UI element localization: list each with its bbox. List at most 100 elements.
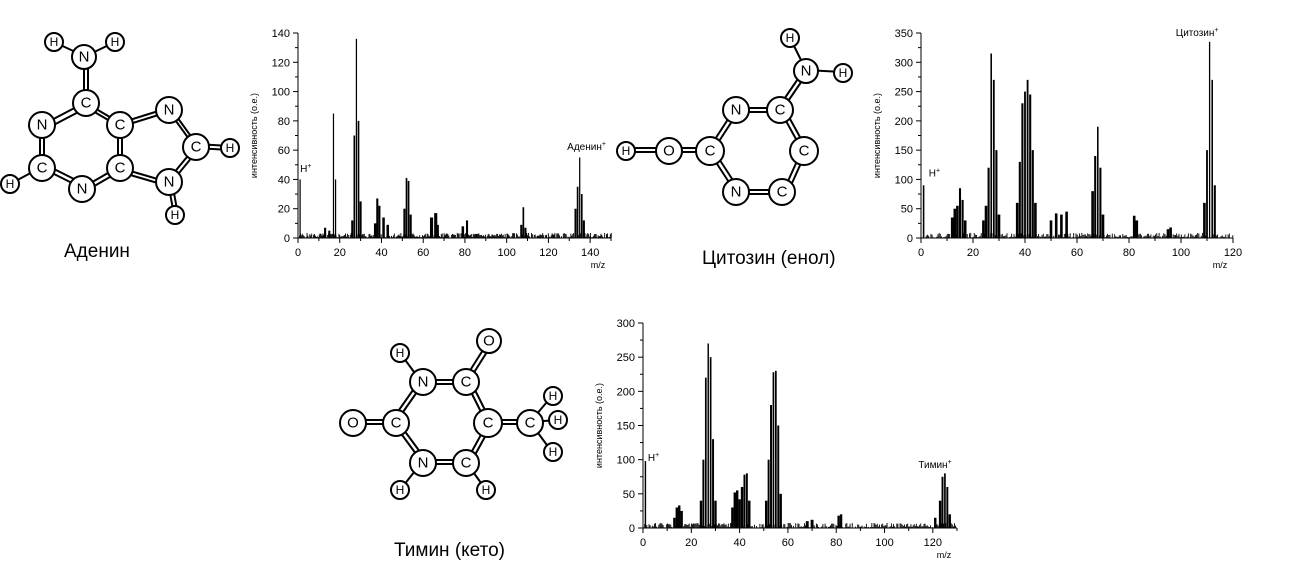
baseline-noise-mark [444,235,446,238]
baseline-noise-mark [602,236,604,238]
baseline-noise-mark [307,235,309,238]
baseline-noise-mark [941,236,942,238]
baseline-noise-mark [517,236,519,238]
spectrum-peak [984,205,988,238]
baseline-noise-mark [805,525,806,528]
spectrum-peak [1060,214,1063,238]
y-tick-label: 20 [278,204,290,216]
baseline-noise-mark [1114,234,1116,238]
baseline-noise-mark [1053,235,1055,238]
baseline-noise-mark [497,233,499,238]
cytosine-structure: H N H N C C C O H N C [616,28,853,206]
baseline-noise-mark [836,525,838,528]
spectrum-peak [714,500,717,528]
baseline-noise-mark [469,235,470,238]
baseline-noise-mark [1201,232,1203,238]
baseline-noise-mark [761,524,763,528]
baseline-noise-mark [608,236,610,238]
baseline-noise-mark [888,526,890,528]
baseline-noise-mark [302,235,304,238]
spectrum-peak [1169,227,1172,238]
baseline-noise-mark [833,523,835,528]
baseline-noise-mark [452,233,454,238]
baseline-noise-mark [458,233,460,238]
svg-text:C: C [483,415,494,432]
baseline-noise-mark [564,233,566,238]
baseline-noise-mark [513,233,515,238]
y-tick-label: 100 [895,174,913,186]
baseline-noise-mark [516,234,518,238]
baseline-noise-mark [515,233,517,238]
spectrum-peak [1208,41,1211,239]
baseline-noise-mark [997,236,999,238]
baseline-noise-mark [1148,233,1150,238]
baseline-noise-mark [1217,234,1219,238]
baseline-noise-mark [311,233,313,238]
spectrum-peak [522,207,525,238]
baseline-noise-mark [1143,236,1145,238]
baseline-noise-mark [1011,233,1013,238]
baseline-noise-mark [1125,235,1127,238]
spectrum-peak [958,188,962,238]
baseline-noise-mark [422,236,424,238]
baseline-noise-mark [423,234,425,238]
spectrum-peak [941,476,944,528]
baseline-noise-mark [955,525,956,528]
baseline-noise-mark [547,233,549,238]
y-tick-label: 60 [278,145,290,157]
baseline-noise-mark [370,235,372,238]
baseline-noise-mark [711,526,713,528]
baseline-noise-mark [397,235,399,238]
baseline-noise-mark [446,233,448,238]
baseline-noise-mark [936,524,938,528]
spectrum-peak [772,372,775,528]
baseline-noise-mark [465,233,467,238]
baseline-noise-mark [910,524,912,528]
baseline-noise-mark [508,235,510,238]
svg-text:C: C [705,143,716,160]
svg-text:O: O [483,333,495,350]
baseline-noise-mark [697,522,699,528]
baseline-noise-mark [362,234,364,238]
baseline-noise-mark [949,234,951,238]
baseline-noise-mark [1079,233,1080,238]
spectrum-peak [1099,167,1102,238]
baseline-noise-mark [1187,233,1189,238]
baseline-noise-mark [453,234,455,238]
baseline-noise-mark [534,234,536,238]
baseline-noise-mark [456,232,458,238]
svg-text:N: N [79,49,90,66]
baseline-noise-mark [439,236,441,238]
baseline-noise-mark [422,235,423,238]
baseline-noise-mark [330,234,332,238]
baseline-noise-mark [494,234,496,238]
baseline-noise-mark [1012,236,1014,238]
baseline-noise-mark [507,233,509,238]
baseline-noise-mark [788,523,790,528]
spectrum-peak [579,157,581,238]
baseline-noise-mark [1013,234,1015,238]
baseline-noise-mark [784,524,786,528]
baseline-noise-mark [1077,236,1079,238]
baseline-noise-mark [1010,236,1011,238]
baseline-noise-mark [1164,234,1166,238]
baseline-noise-mark [801,526,803,528]
baseline-noise-mark [1045,236,1047,238]
baseline-noise-mark [882,523,884,528]
spectrum-peak [373,223,377,238]
svg-text:O: O [663,143,675,160]
baseline-noise-mark [855,526,856,528]
baseline-noise-mark [464,234,466,238]
baseline-noise-mark [939,233,941,238]
peak-annotation: H+ [929,168,940,180]
spectrum-peak [524,227,527,238]
baseline-noise-mark [881,524,883,528]
baseline-noise-mark [363,233,365,238]
spectrum-peak [580,194,583,238]
spectrum-peak [767,459,770,528]
baseline-noise-mark [1228,233,1230,238]
baseline-noise-mark [886,523,888,528]
baseline-noise-mark [1038,234,1040,238]
svg-text:C: C [191,139,202,156]
baseline-noise-mark [851,523,853,528]
